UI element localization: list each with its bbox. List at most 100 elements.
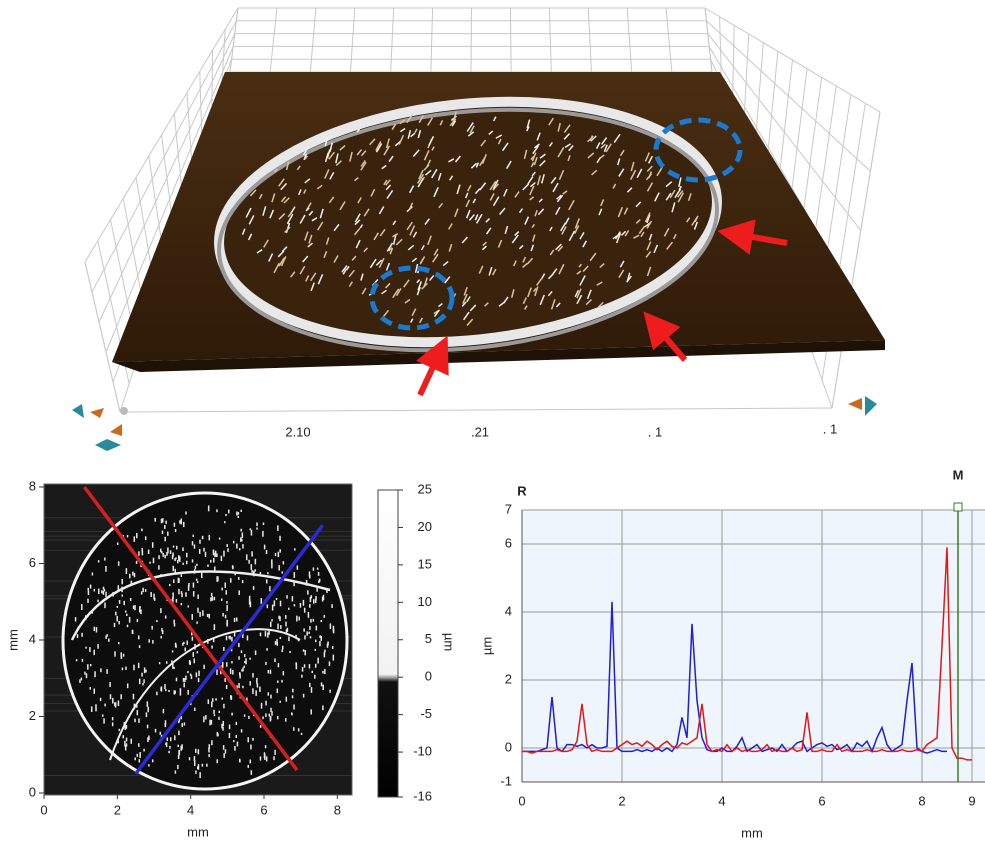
ridge [449, 175, 454, 181]
ridge [375, 141, 382, 152]
speckle [318, 580, 320, 584]
speckle [190, 675, 193, 680]
speckle [181, 593, 183, 598]
x-tick-label: 2 [114, 802, 121, 817]
ridge [323, 251, 328, 259]
ridge [498, 207, 506, 216]
speckle [211, 645, 213, 649]
speckle [141, 528, 143, 532]
wire-line [269, 7, 278, 73]
speckle [174, 735, 176, 741]
speckle [75, 659, 78, 662]
speckle [273, 600, 276, 607]
colorbar-tick-label: 25 [418, 481, 432, 496]
ridge [269, 209, 275, 219]
speckle [206, 613, 209, 618]
speckle [218, 537, 221, 540]
speckle [276, 688, 279, 694]
wire-line [84, 7, 239, 263]
speckle [95, 627, 98, 633]
ridges [241, 111, 699, 327]
speckle [178, 555, 180, 561]
speckle [211, 595, 214, 599]
speckle [331, 604, 333, 609]
speckle [252, 586, 255, 590]
ridge [646, 220, 653, 229]
speckle [225, 684, 228, 690]
ridge [549, 226, 553, 232]
speckle [329, 689, 331, 693]
speckle [293, 572, 296, 578]
ridge [529, 182, 536, 188]
ridge [407, 129, 412, 139]
speckle [206, 763, 208, 767]
speckle [311, 670, 314, 674]
ridge [407, 244, 415, 251]
speckle [308, 574, 311, 579]
speckle [101, 590, 103, 594]
speckle [232, 540, 235, 544]
speckle [167, 547, 169, 554]
colorbar-tick-label: -5 [420, 706, 432, 721]
y-tick-label: 4 [29, 631, 36, 646]
ridge [469, 304, 477, 312]
speckle [135, 560, 138, 564]
speckle [214, 550, 217, 557]
wire-line [350, 7, 356, 73]
ridge [325, 237, 330, 245]
speckle [279, 600, 282, 607]
speckle [117, 700, 120, 707]
speckle [226, 662, 228, 667]
ridge [601, 137, 608, 145]
speckle [294, 548, 296, 551]
speckle [151, 625, 153, 630]
ridge [385, 262, 391, 271]
ridge [665, 192, 672, 201]
speckle [133, 536, 136, 542]
speckle [230, 695, 232, 700]
ridge [561, 226, 567, 235]
speckle [93, 588, 96, 592]
ridge [638, 225, 646, 235]
speckle [266, 579, 268, 584]
speckle [281, 649, 283, 653]
ridge [531, 223, 536, 228]
speckle [286, 627, 289, 632]
speckle [284, 615, 287, 619]
x-tick-label: 6 [260, 802, 267, 817]
speckle [237, 515, 240, 518]
speckle [270, 707, 272, 713]
speckle [291, 695, 294, 699]
speckle [178, 730, 180, 736]
speckle [111, 722, 114, 727]
speckle [225, 635, 228, 641]
speckle [297, 728, 300, 732]
ridge [510, 289, 515, 298]
ridge [392, 232, 399, 238]
ridge [557, 122, 561, 132]
speckle [300, 732, 303, 735]
ridge [427, 117, 434, 126]
x-tick-label: 0 [40, 802, 47, 817]
speckle [171, 650, 174, 653]
speckle [297, 637, 300, 642]
speckle [269, 586, 271, 592]
speckle [216, 669, 218, 675]
speckle [227, 548, 229, 552]
speckle [237, 512, 240, 515]
speckle [160, 574, 162, 577]
ridge [354, 213, 361, 223]
speckle [89, 584, 92, 589]
speckle [243, 654, 246, 658]
ridge [687, 193, 692, 201]
speckle [137, 635, 140, 640]
y-tick-label: 2 [29, 708, 36, 723]
ridge [451, 120, 457, 127]
speckle [310, 618, 312, 623]
speckle [97, 588, 100, 594]
ridge [417, 130, 422, 139]
ridge [369, 138, 376, 146]
wire-line [626, 7, 633, 73]
speckle [279, 549, 281, 553]
speckle [136, 619, 139, 623]
